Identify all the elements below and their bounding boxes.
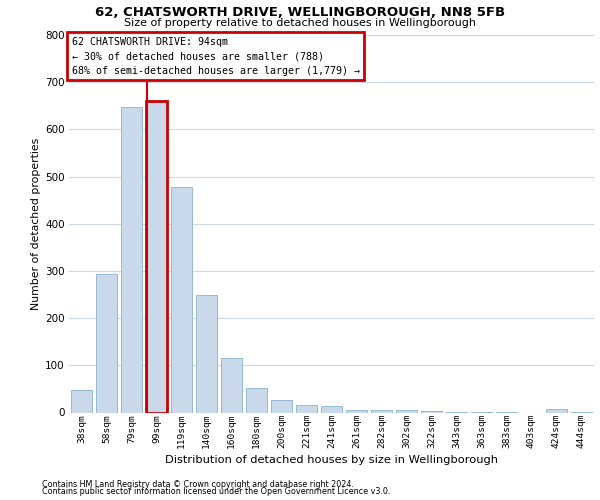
Bar	[196, 296, 217, 412]
Bar	[346, 410, 367, 412]
Y-axis label: Number of detached properties: Number of detached properties	[31, 138, 41, 310]
Text: Size of property relative to detached houses in Wellingborough: Size of property relative to detached ho…	[124, 18, 476, 28]
Bar	[296, 406, 317, 412]
Bar	[321, 406, 342, 412]
Bar	[96, 274, 117, 412]
Bar	[371, 410, 392, 412]
Bar	[221, 358, 242, 412]
Text: Contains public sector information licensed under the Open Government Licence v3: Contains public sector information licen…	[42, 487, 391, 496]
Bar	[171, 187, 192, 412]
X-axis label: Distribution of detached houses by size in Wellingborough: Distribution of detached houses by size …	[165, 456, 498, 466]
Text: Contains HM Land Registry data © Crown copyright and database right 2024.: Contains HM Land Registry data © Crown c…	[42, 480, 354, 489]
Bar	[121, 106, 142, 412]
Bar	[246, 388, 267, 412]
Bar	[271, 400, 292, 412]
Bar	[71, 390, 92, 412]
Bar	[546, 409, 567, 412]
Bar	[396, 410, 417, 412]
Text: 62 CHATSWORTH DRIVE: 94sqm
← 30% of detached houses are smaller (788)
68% of sem: 62 CHATSWORTH DRIVE: 94sqm ← 30% of deta…	[71, 37, 359, 76]
Bar	[146, 101, 167, 412]
Bar	[421, 410, 442, 412]
Text: 62, CHATSWORTH DRIVE, WELLINGBOROUGH, NN8 5FB: 62, CHATSWORTH DRIVE, WELLINGBOROUGH, NN…	[95, 6, 505, 20]
